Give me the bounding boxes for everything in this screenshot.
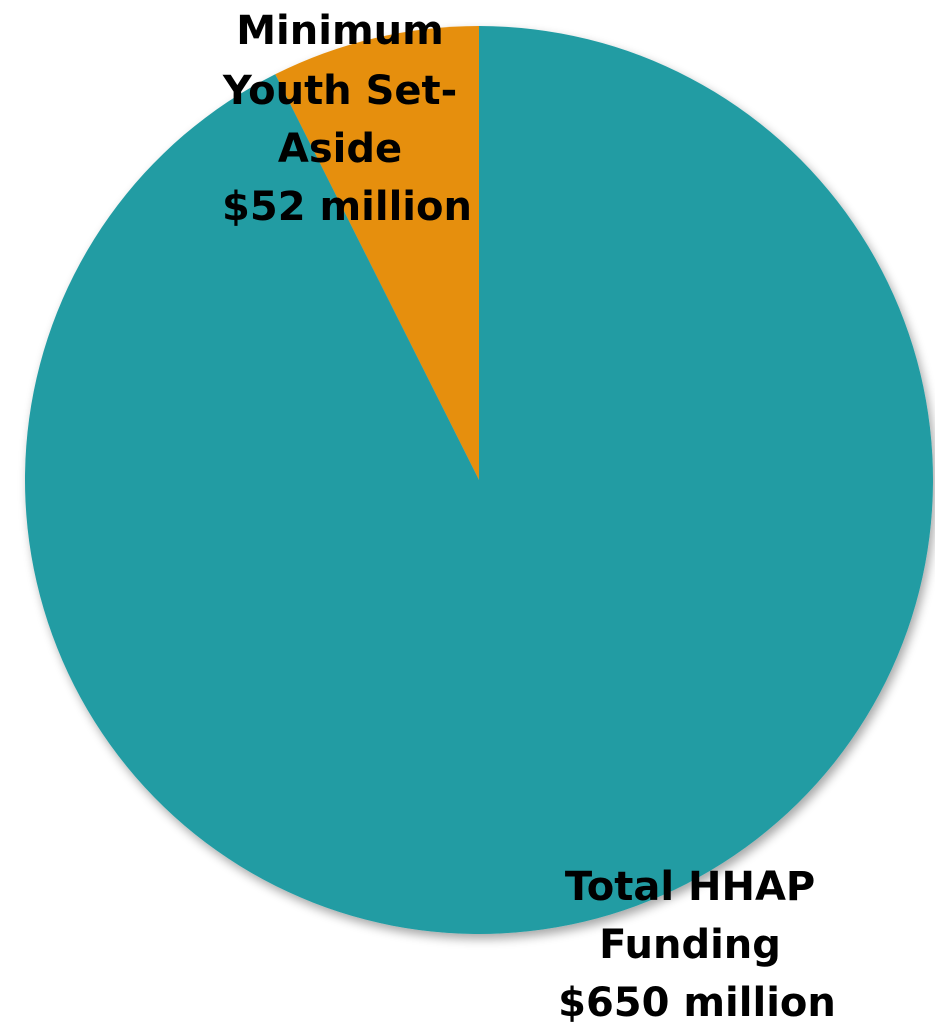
slice-label-line: Youth Set- [222,68,457,114]
slice-label-line: Minimum [236,8,444,54]
slice-total-hhap-funding [24,26,933,935]
slice-label-line: $650 million [558,980,836,1024]
slice-label-total-hhap-funding: Total HHAP Funding $650 million [558,864,836,1024]
slice-minimum-youth-set-aside [275,26,479,480]
slice-label-line: $52 million [222,184,472,230]
slice-label-minimum-youth-set-aside: Minimum Youth Set- Aside $52 million [222,8,472,230]
pie-slices [24,26,933,935]
slice-label-line: Total HHAP [565,864,815,910]
slice-label-line: Funding [599,922,781,968]
slice-label-line: Aside [278,126,402,172]
